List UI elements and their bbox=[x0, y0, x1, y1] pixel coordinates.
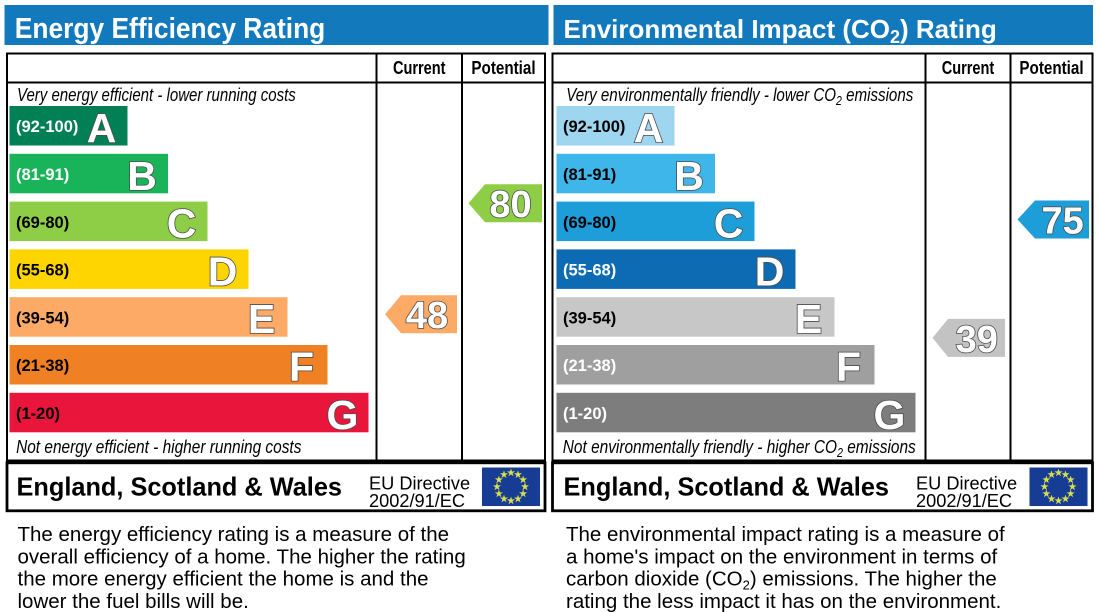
svg-text:(55-68): (55-68) bbox=[16, 262, 69, 280]
svg-text:The energy efficiency rating i: The energy efficiency rating is a measur… bbox=[18, 523, 450, 546]
svg-text:Not environmentally friendly -: Not environmentally friendly - higher CO… bbox=[563, 437, 916, 461]
svg-text:Energy Efficiency Rating: Energy Efficiency Rating bbox=[15, 13, 326, 45]
svg-text:Environmental Impact (CO2) Rat: Environmental Impact (CO2) Rating bbox=[564, 14, 997, 47]
svg-text:E: E bbox=[795, 296, 822, 342]
svg-text:75: 75 bbox=[1041, 200, 1083, 242]
svg-text:(39-54): (39-54) bbox=[563, 309, 616, 327]
svg-text:(1-20): (1-20) bbox=[16, 405, 60, 423]
svg-text:G: G bbox=[874, 392, 906, 438]
svg-text:rating the less impact it has: rating the less impact it has on the env… bbox=[566, 590, 1001, 612]
svg-text:EU Directive: EU Directive bbox=[916, 474, 1017, 494]
svg-text:D: D bbox=[208, 248, 238, 294]
svg-text:C: C bbox=[167, 201, 197, 247]
svg-text:Current: Current bbox=[942, 58, 995, 78]
svg-text:Potential: Potential bbox=[471, 58, 535, 78]
svg-text:Potential: Potential bbox=[1019, 58, 1083, 78]
svg-text:carbon dioxide (CO2) emissions: carbon dioxide (CO2) emissions. The high… bbox=[566, 568, 997, 593]
svg-text:A: A bbox=[634, 105, 664, 151]
svg-text:(69-80): (69-80) bbox=[16, 214, 69, 232]
svg-text:Current: Current bbox=[393, 58, 446, 78]
svg-text:C: C bbox=[714, 201, 744, 247]
svg-text:Not energy efficient - higher: Not energy efficient - higher running co… bbox=[16, 437, 302, 458]
svg-text:(21-38): (21-38) bbox=[563, 357, 616, 375]
svg-text:(21-38): (21-38) bbox=[16, 357, 69, 375]
svg-text:(55-68): (55-68) bbox=[563, 262, 616, 280]
svg-text:(1-20): (1-20) bbox=[563, 405, 607, 423]
svg-text:Very energy efficient - lower: Very energy efficient - lower running co… bbox=[17, 84, 296, 105]
svg-text:(81-91): (81-91) bbox=[16, 166, 69, 184]
svg-text:E: E bbox=[248, 296, 275, 342]
svg-text:overall efficiency of a home.: overall efficiency of a home. The higher… bbox=[18, 545, 466, 568]
svg-text:F: F bbox=[836, 344, 861, 390]
svg-text:B: B bbox=[674, 153, 704, 199]
svg-text:39: 39 bbox=[956, 319, 998, 361]
svg-text:80: 80 bbox=[489, 184, 531, 226]
svg-text:a home's impact on the environ: a home's impact on the environment in te… bbox=[566, 545, 998, 568]
svg-text:(39-54): (39-54) bbox=[16, 309, 69, 327]
svg-text:G: G bbox=[327, 392, 359, 438]
svg-text:A: A bbox=[87, 105, 117, 151]
svg-text:the more energy efficient the: the more energy efficient the home is an… bbox=[18, 568, 429, 591]
svg-text:48: 48 bbox=[406, 295, 448, 337]
svg-text:(69-80): (69-80) bbox=[563, 214, 616, 232]
svg-text:The environmental impact ratin: The environmental impact rating is a mea… bbox=[566, 523, 1005, 546]
svg-text:England, Scotland & Wales: England, Scotland & Wales bbox=[17, 474, 343, 502]
svg-text:(92-100): (92-100) bbox=[16, 118, 78, 136]
svg-text:EU Directive: EU Directive bbox=[369, 474, 470, 494]
svg-text:2002/91/EC: 2002/91/EC bbox=[369, 491, 465, 511]
svg-text:2002/91/EC: 2002/91/EC bbox=[916, 491, 1012, 511]
svg-text:(81-91): (81-91) bbox=[563, 166, 616, 184]
svg-text:D: D bbox=[755, 248, 785, 294]
svg-text:(92-100): (92-100) bbox=[563, 118, 625, 136]
svg-text:F: F bbox=[289, 344, 314, 390]
svg-text:lower the fuel bills will be.: lower the fuel bills will be. bbox=[18, 590, 249, 612]
svg-text:England, Scotland & Wales: England, Scotland & Wales bbox=[564, 474, 890, 502]
svg-text:B: B bbox=[127, 153, 157, 199]
svg-text:Very environmentally friendly: Very environmentally friendly - lower CO… bbox=[566, 85, 914, 109]
